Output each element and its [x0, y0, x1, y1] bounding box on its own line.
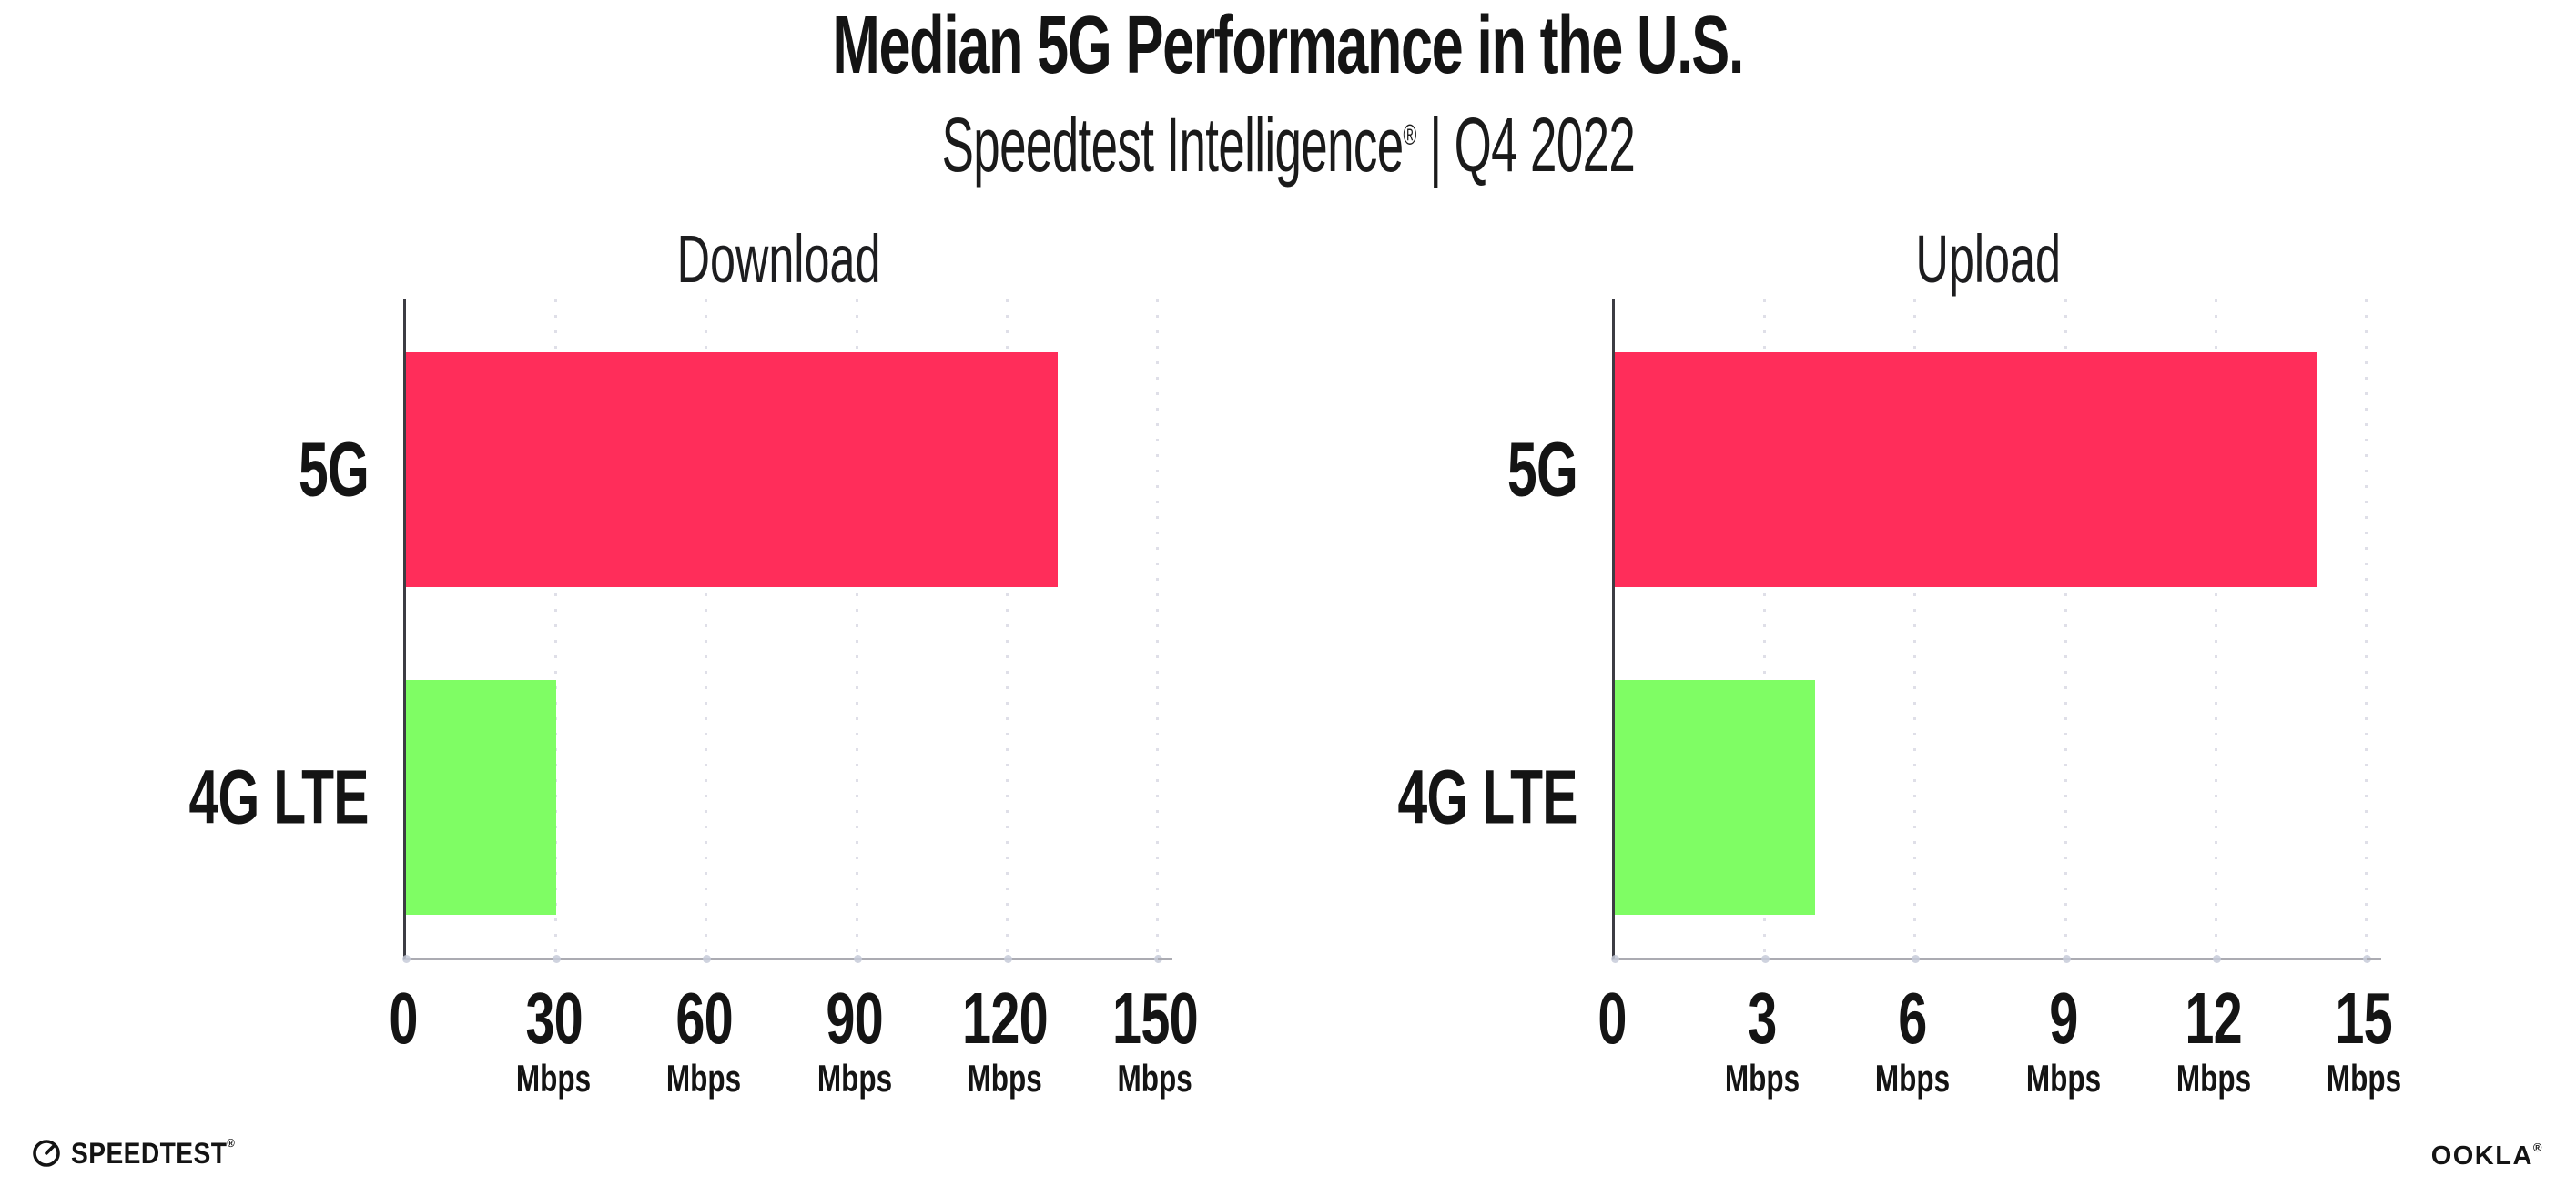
category-label-4g-lte: 4G LTE: [188, 754, 370, 840]
gridline: [1913, 299, 1917, 958]
page-title-text: Median 5G Performance in the U.S.: [832, 0, 1745, 91]
axis-tick-dot: [1611, 955, 1619, 963]
x-tick: 6 Mbps: [1863, 982, 1963, 1100]
x-tick-unit: Mbps: [2025, 1057, 2101, 1100]
axis-tick-dot: [1761, 955, 1770, 963]
gridline: [554, 299, 558, 958]
bar-5g-download: [406, 352, 1058, 587]
category-label-4g-lte: 4G LTE: [1397, 754, 1578, 840]
bar-4g-lte-download: [406, 680, 557, 915]
x-tick-unit: Mbps: [1875, 1057, 1951, 1100]
chart-title-upload: Upload: [1915, 221, 2061, 297]
plot-area-upload: [1611, 299, 2381, 963]
plot-area-download: [402, 299, 1172, 963]
x-tick: 0: [1597, 978, 1627, 1059]
chart-title-download: Download: [677, 221, 881, 297]
axis-tick-dot: [553, 955, 562, 963]
axis-tick-dot: [2212, 955, 2221, 963]
gridline: [855, 299, 858, 958]
gridline: [1156, 299, 1159, 958]
x-tick-unit: Mbps: [816, 1057, 892, 1100]
x-tick-unit: Mbps: [1117, 1057, 1193, 1100]
x-tick: 12 Mbps: [2164, 982, 2264, 1100]
registered-mark: ®: [1403, 118, 1416, 151]
x-tick: 150 Mbps: [1096, 982, 1214, 1100]
gridline: [2365, 299, 2368, 958]
category-label-5g: 5G: [1506, 426, 1578, 512]
registered-mark: ®: [2532, 1141, 2543, 1154]
ookla-logo: OOKLA®: [2430, 1141, 2543, 1172]
x-tick-unit: Mbps: [516, 1057, 592, 1100]
gridline: [1763, 299, 1767, 958]
category-label-5g: 5G: [298, 426, 370, 512]
axis-tick-dot: [1003, 955, 1012, 963]
x-tick: 30 Mbps: [503, 982, 603, 1100]
bar-4g-lte-upload: [1615, 680, 1816, 915]
axis-tick-dot: [2062, 955, 2071, 963]
x-tick: 0: [389, 978, 418, 1059]
x-tick-unit: Mbps: [666, 1057, 742, 1100]
x-axis-upload: 0 3 Mbps 6 Mbps 9 Mbps 12 Mbps 15 Mbps: [1597, 982, 2401, 1112]
x-tick: 120 Mbps: [946, 982, 1064, 1100]
ookla-wordmark: OOKLA®: [2430, 1141, 2543, 1172]
x-axis-line-extension: [1158, 958, 1172, 960]
x-tick: 15 Mbps: [2314, 982, 2414, 1100]
x-tick-unit: Mbps: [1725, 1057, 1800, 1100]
speedtest-gauge-icon: [33, 1140, 60, 1167]
gridline: [1005, 299, 1009, 958]
gridline: [705, 299, 708, 958]
x-tick: 90 Mbps: [805, 982, 905, 1100]
axis-tick-dot: [402, 955, 411, 963]
axis-tick-dot: [703, 955, 712, 963]
speedtest-logo: SPEEDTEST®: [32, 1135, 258, 1170]
x-tick: 3 Mbps: [1712, 982, 1812, 1100]
x-tick-unit: Mbps: [967, 1057, 1042, 1100]
axis-tick-dot: [853, 955, 862, 963]
speedtest-wordmark: SPEEDTEST®: [71, 1135, 236, 1170]
page-title: Median 5G Performance in the U.S.: [0, 0, 2576, 96]
page-subtitle: Speedtest Intelligence® | Q4 2022: [0, 87, 2576, 192]
x-tick: 9 Mbps: [2013, 982, 2114, 1100]
x-tick-unit: Mbps: [2175, 1057, 2251, 1100]
x-tick-unit: Mbps: [2326, 1057, 2402, 1100]
x-axis-line-extension: [2367, 958, 2381, 960]
registered-mark: ®: [227, 1135, 236, 1150]
x-tick: 60 Mbps: [654, 982, 755, 1100]
gridline: [2214, 299, 2217, 958]
page-subtitle-text: Speedtest Intelligence® | Q4 2022: [941, 102, 1635, 188]
gridline: [2064, 299, 2067, 958]
bar-5g-upload: [1615, 352, 2317, 587]
x-axis-download: 0 30 Mbps 60 Mbps 90 Mbps 120 Mbps 150 M…: [389, 982, 1198, 1112]
axis-tick-dot: [1912, 955, 1921, 963]
